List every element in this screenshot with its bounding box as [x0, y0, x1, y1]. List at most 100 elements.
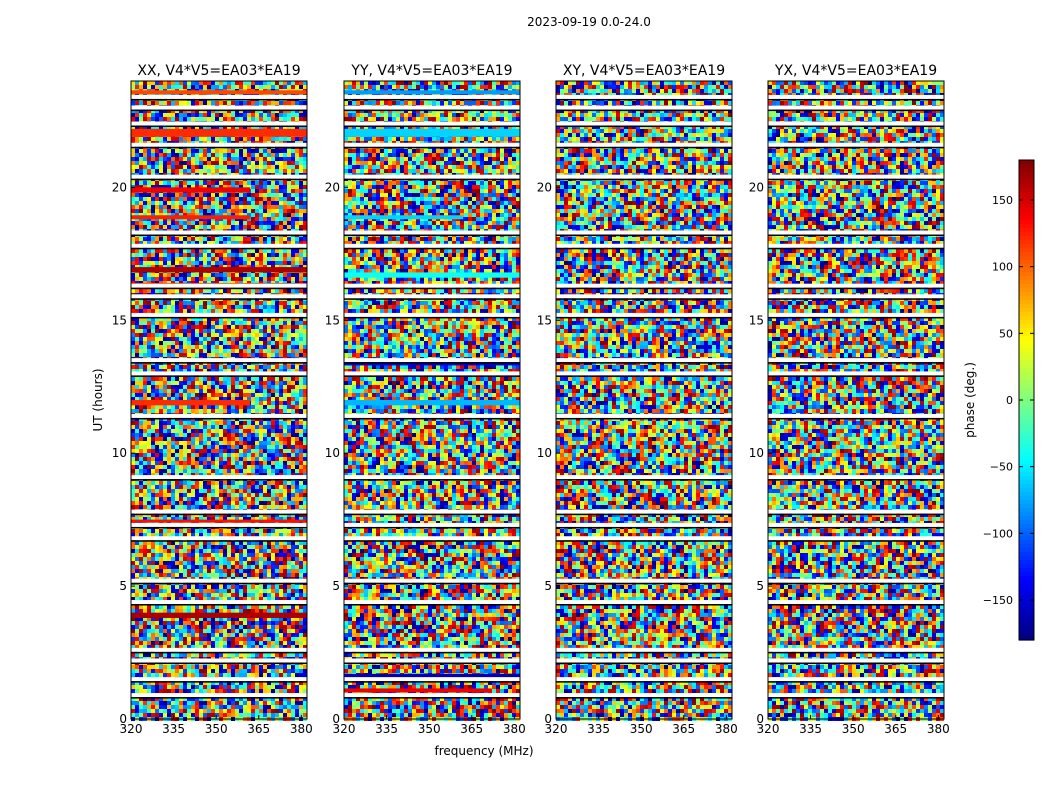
x-tick-label: 335: [375, 722, 398, 736]
colorbar-segment: [1019, 572, 1034, 577]
scan-edge: [556, 479, 732, 481]
scan-edge: [131, 110, 307, 112]
flagged-row: [344, 414, 520, 418]
colorbar-segment: [1019, 428, 1034, 433]
scan-edge: [131, 248, 307, 250]
scan-edge: [344, 288, 520, 290]
flagged-row: [556, 143, 732, 147]
flagged-row: [131, 579, 307, 583]
flagged-row: [131, 677, 307, 681]
colorbar-segment: [1019, 408, 1034, 413]
colorbar-segment: [1019, 292, 1034, 297]
scan-edge: [131, 479, 307, 481]
flagged-row: [768, 523, 944, 527]
flagged-row: [556, 313, 732, 317]
y-tick-label: 10: [537, 446, 552, 460]
coherent-band: [131, 90, 307, 94]
flagged-row: [131, 244, 307, 248]
flagged-row: [556, 371, 732, 375]
flagged-row: [131, 313, 307, 317]
flagged-row: [131, 106, 307, 110]
scan-edge: [344, 418, 520, 420]
scan-edge: [131, 527, 307, 529]
flagged-row: [556, 231, 732, 235]
colorbar-segment: [1019, 576, 1034, 581]
scan-edge: [131, 362, 307, 364]
flagged-row: [344, 677, 520, 681]
colorbar-segment: [1019, 256, 1034, 261]
colorbar-segment: [1019, 524, 1034, 529]
y-tick-label: 20: [537, 180, 552, 194]
scan-edge: [344, 375, 520, 377]
colorbar-segment: [1019, 504, 1034, 509]
coherent-band: [131, 267, 307, 272]
flagged-row: [131, 95, 307, 99]
panel-title: XX, V4*V5=EA03*EA19: [137, 63, 300, 79]
colorbar-segment: [1019, 168, 1034, 173]
colorbar-segment: [1019, 224, 1034, 229]
flagged-row: [768, 414, 944, 418]
scan-edge: [768, 147, 944, 149]
x-tick-label: 335: [162, 722, 185, 736]
colorbar-segment: [1019, 492, 1034, 497]
colorbar-segment: [1019, 508, 1034, 513]
coherent-band: [131, 215, 250, 219]
x-tick-label: 380: [290, 722, 313, 736]
colorbar-segment: [1019, 476, 1034, 481]
colorbar-segment: [1019, 316, 1034, 321]
flagged-row: [131, 523, 307, 527]
flagged-row: [344, 106, 520, 110]
flagged-row: [556, 95, 732, 99]
colorbar-segment: [1019, 220, 1034, 225]
colorbar-segment: [1019, 468, 1034, 473]
scan-edge: [556, 99, 732, 101]
colorbar-segment: [1019, 296, 1034, 301]
scan-edge: [556, 147, 732, 149]
x-tick-label: 365: [672, 722, 695, 736]
flagged-row: [556, 244, 732, 248]
scan-edge: [556, 362, 732, 364]
colorbar-segment: [1019, 212, 1034, 217]
flagged-row: [131, 414, 307, 418]
flagged-row: [131, 231, 307, 235]
y-tick-label: 5: [544, 579, 552, 593]
colorbar-segment: [1019, 452, 1034, 457]
colorbar-segment: [1019, 500, 1034, 505]
scan-edge: [768, 418, 944, 420]
scan-edge: [131, 514, 307, 516]
flagged-row: [556, 106, 732, 110]
colorbar-segment: [1019, 380, 1034, 385]
flagged-row: [556, 122, 732, 126]
flagged-row: [768, 371, 944, 375]
flagged-row: [768, 106, 944, 110]
colorbar-segment: [1019, 260, 1034, 265]
y-tick-label: 5: [119, 579, 127, 593]
scan-edge: [768, 248, 944, 250]
flagged-row: [344, 600, 520, 604]
flagged-row: [131, 122, 307, 126]
scan-edge: [768, 514, 944, 516]
y-tick-label: 15: [112, 313, 127, 327]
colorbar-segment: [1019, 252, 1034, 257]
flagged-row: [344, 510, 520, 514]
colorbar-segment: [1019, 612, 1034, 617]
colorbar-segment: [1019, 436, 1034, 441]
scan-edge: [556, 317, 732, 319]
colorbar-segment: [1019, 336, 1034, 341]
colorbar-segment: [1019, 160, 1034, 165]
flagged-row: [344, 95, 520, 99]
scan-edge: [131, 663, 307, 665]
flagged-row: [131, 510, 307, 514]
flagged-row: [556, 648, 732, 652]
colorbar-segment: [1019, 528, 1034, 533]
colorbar-tick-label: −50: [990, 461, 1013, 474]
y-tick-label: 0: [544, 712, 552, 726]
colorbar-segment: [1019, 588, 1034, 593]
colorbar-segment: [1019, 192, 1034, 197]
scan-edge: [768, 110, 944, 112]
scan-edge: [131, 697, 307, 699]
colorbar-segment: [1019, 164, 1034, 169]
